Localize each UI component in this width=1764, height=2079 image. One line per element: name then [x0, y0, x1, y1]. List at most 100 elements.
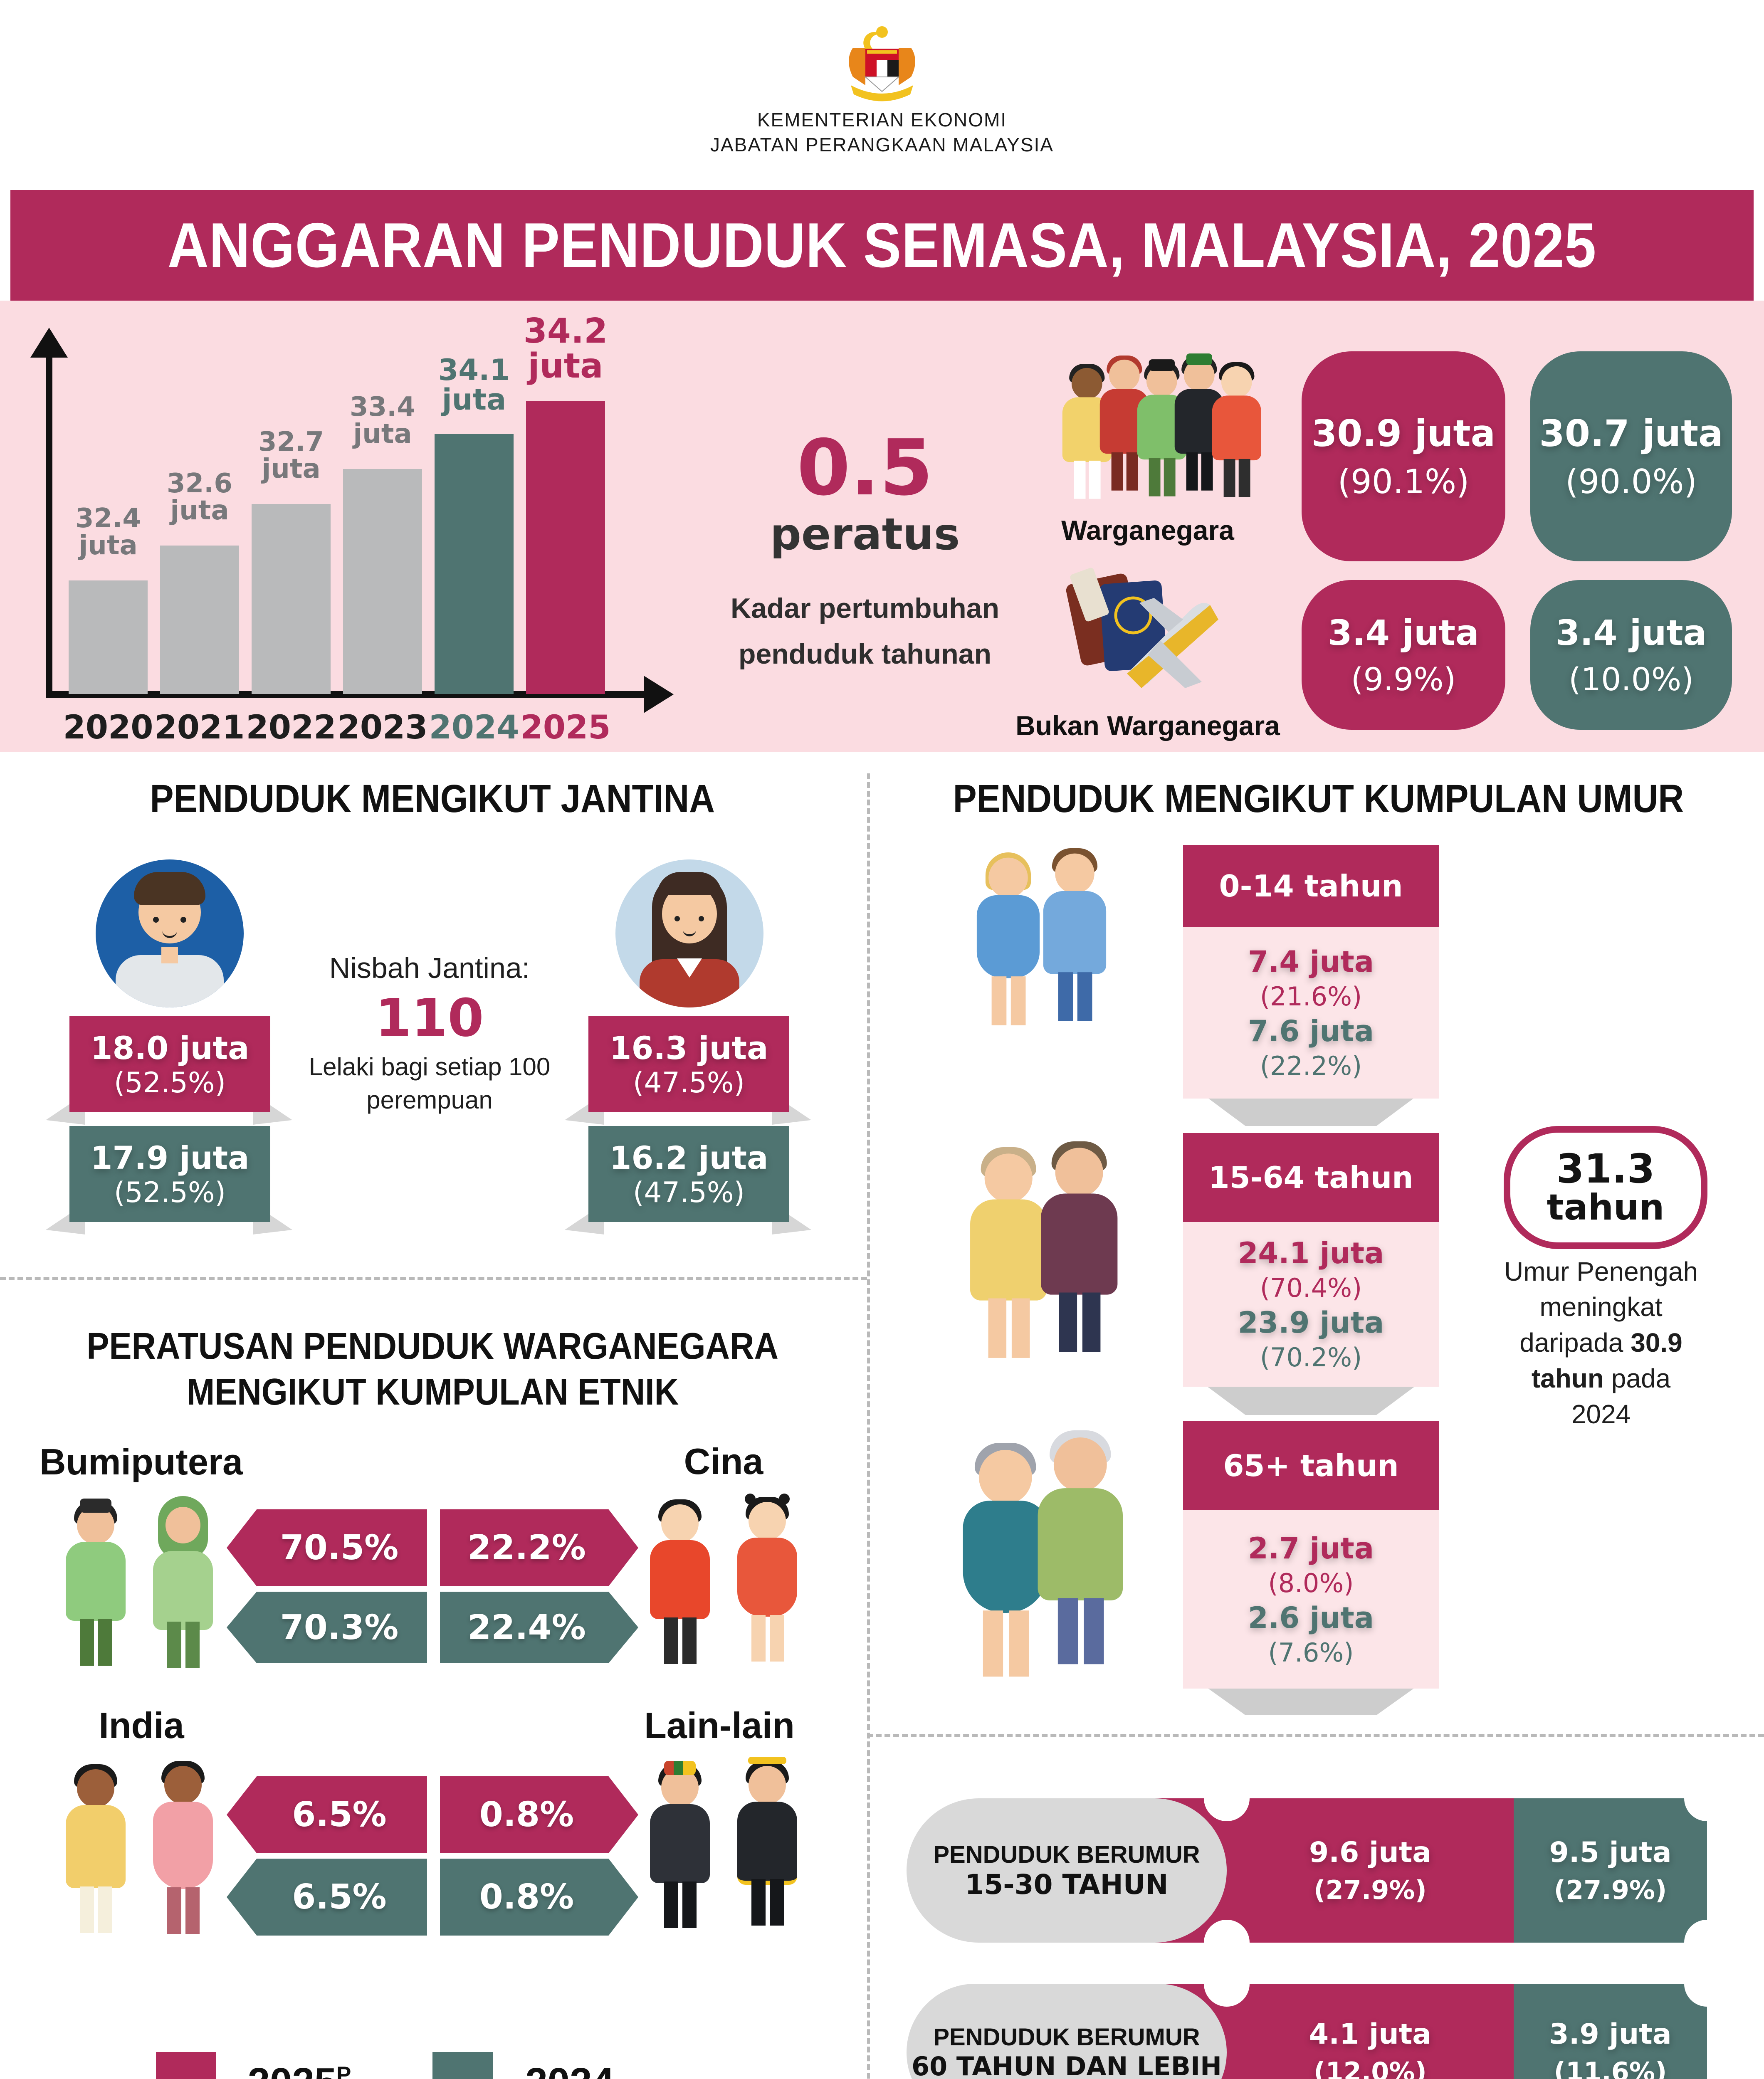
ratio-value: 110 — [375, 988, 484, 1048]
ticket2-2024-pct: (11.6%) — [1554, 2057, 1667, 2079]
female-2024-pct: (47.5%) — [632, 1176, 745, 1209]
ethnic-title-2: MENGIKUT KUMPULAN ETNIK — [186, 1371, 679, 1413]
noncitizen-2024-value: 3.4 juta — [1555, 612, 1707, 653]
male-2025-box: 18.0 juta (52.5%) — [69, 1016, 270, 1112]
year-2021: 2021 — [154, 709, 245, 746]
ticket1-label-capsule: PENDUDUK BERUMUR 15-30 TAHUN — [907, 1798, 1227, 1943]
legend-2024-swatch — [432, 2052, 493, 2079]
growth-caption-1: Kadar pertumbuhan — [730, 592, 1000, 624]
noncitizen-2025-box: 3.4 juta (9.9%) — [1302, 580, 1505, 730]
ticket1-label-1: PENDUDUK BERUMUR — [933, 1841, 1200, 1868]
median-age-unit: tahun — [1547, 1187, 1665, 1229]
ethnic-title-1: PERATUSAN PENDUDUK WARGANEGARA — [86, 1325, 778, 1367]
cina-2025-arrow: 22.2% — [440, 1509, 638, 1586]
india-2024-pct: 6.5% — [292, 1877, 387, 1917]
female-2024-value: 16.2 juta — [609, 1139, 768, 1176]
gender-section-title: PENDUDUK MENGIKUT JANTINA — [150, 776, 715, 821]
citizen-2025-pct: (90.1%) — [1337, 462, 1470, 501]
age-0-14-2024-pct: (22.2%) — [1260, 1051, 1362, 1081]
bar-label-2025: 34.2 juta — [523, 311, 608, 386]
lainlain-2025-pct: 0.8% — [479, 1795, 574, 1835]
ratio-label: Nisbah Jantina: — [329, 952, 530, 984]
ticket2-2024-value: 3.9 juta — [1549, 2018, 1672, 2051]
india-figures-icon — [58, 1761, 225, 1940]
age-65-body: 2.7 juta (8.0%) 2.6 juta (7.6%) — [1183, 1510, 1439, 1689]
citizen-2025-box: 30.9 juta (90.1%) — [1302, 351, 1505, 561]
legend-2025-label: 2025P — [248, 2060, 351, 2079]
ticket1-2024-value: 9.5 juta — [1549, 1836, 1672, 1869]
citizen-2024-pct: (90.0%) — [1565, 462, 1697, 501]
ratio-caption-1: Lelaki bagi setiap 100 — [309, 1052, 551, 1081]
bar-label-2024: 34.1 juta — [438, 353, 510, 417]
median-age-note: Umur Penengah meningkat daripada 30.9 tahun… — [1504, 1256, 1698, 1429]
bar-2023 — [343, 469, 422, 694]
india-2024-arrow: 6.5% — [227, 1859, 427, 1936]
noncitizen-2024-pct: (10.0%) — [1569, 660, 1694, 698]
bumiputera-2024-arrow: 70.3% — [227, 1592, 427, 1663]
ticket2-2025-value: 4.1 juta — [1309, 2018, 1432, 2051]
cina-2024-arrow: 22.4% — [440, 1592, 638, 1663]
age-0-14-2024-value: 7.6 juta — [1248, 1014, 1374, 1048]
column-divider — [867, 773, 870, 2079]
citizen-label: Warganegara — [1061, 515, 1234, 546]
lainlain-2024-arrow: 0.8% — [440, 1859, 638, 1936]
female-2024-box: 16.2 juta (47.5%) — [588, 1126, 789, 1222]
female-2025-value: 16.3 juta — [609, 1029, 768, 1067]
age-0-14-notch — [1202, 1094, 1420, 1126]
citizens-people-icon — [1056, 353, 1261, 518]
citizen-2025-value: 30.9 juta — [1311, 412, 1496, 455]
passport-plane-icon — [1065, 565, 1239, 707]
title-banner: ANGGARAN PENDUDUK SEMASA, MALAYSIA, 2025 — [10, 190, 1754, 301]
page-title: ANGGARAN PENDUDUK SEMASA, MALAYSIA, 2025 — [167, 210, 1597, 281]
age-15-64-2024-value: 23.9 juta — [1238, 1306, 1384, 1340]
bar-label-2022: 32.7 juta — [258, 427, 324, 485]
female-2025-pct: (47.5%) — [632, 1066, 745, 1099]
citizen-2024-box: 30.7 juta (90.0%) — [1530, 351, 1732, 561]
bar-label-2023: 33.4 juta — [350, 392, 415, 450]
bumiputera-figures-icon — [58, 1496, 225, 1672]
ticket2-2024-band: 3.9 juta (11.6%) — [1514, 1984, 1707, 2079]
lainlain-2024-pct: 0.8% — [479, 1877, 574, 1917]
age-section-title: PENDUDUK MENGIKUT KUMPULAN UMUR — [953, 776, 1684, 821]
lainlain-2025-arrow: 0.8% — [440, 1776, 638, 1853]
noncitizen-label: Bukan Warganegara — [1015, 710, 1280, 741]
ticket1-label-2: 15-30 TAHUN — [965, 1868, 1169, 1901]
year-2024: 2024 — [429, 709, 519, 746]
age-65-2024-value: 2.6 juta — [1248, 1600, 1374, 1635]
bumiputera-2024-pct: 70.3% — [280, 1607, 399, 1647]
cina-figures-icon — [642, 1494, 809, 1672]
age-65-2025-value: 2.7 juta — [1248, 1531, 1374, 1565]
ethnic-cina-label: Cina — [684, 1441, 763, 1482]
age-15-64-2025-pct: (70.4%) — [1260, 1273, 1362, 1303]
noncitizen-2025-value: 3.4 juta — [1328, 612, 1479, 653]
year-2020: 2020 — [63, 709, 153, 746]
india-2025-pct: 6.5% — [292, 1795, 387, 1835]
bar-2024 — [435, 434, 514, 694]
ministry-line2: JABATAN PERANGKAAN MALAYSIA — [710, 134, 1054, 156]
male-2025-value: 18.0 juta — [90, 1029, 250, 1067]
age-0-14-2025-value: 7.4 juta — [1248, 945, 1374, 979]
age-65-header: 65+ tahun — [1183, 1421, 1439, 1510]
ticket1-2024-band: 9.5 juta (27.9%) — [1514, 1798, 1707, 1943]
age-15-64-2024-pct: (70.2%) — [1260, 1342, 1362, 1373]
ticket2-2025-pct: (12.0%) — [1314, 2057, 1427, 2079]
age-65-2024-pct: (7.6%) — [1268, 1637, 1354, 1668]
noncitizen-2025-pct: (9.9%) — [1351, 660, 1456, 698]
ethnic-bumiputera-label: Bumiputera — [40, 1441, 243, 1482]
cina-2024-pct: 22.4% — [467, 1607, 586, 1647]
india-2025-arrow: 6.5% — [227, 1776, 427, 1853]
left-divider — [0, 1277, 867, 1280]
lainlain-figures-icon — [642, 1757, 809, 1940]
age-15-64-2025-value: 24.1 juta — [1238, 1236, 1384, 1270]
age-65-notch — [1202, 1684, 1420, 1715]
children-icon — [969, 848, 1107, 1048]
cina-2025-pct: 22.2% — [467, 1528, 586, 1568]
bar-label-2021: 32.6 juta — [167, 468, 232, 526]
right-divider — [867, 1734, 1764, 1737]
ticket1-2025-value: 9.6 juta — [1309, 1836, 1432, 1869]
male-avatar — [96, 859, 244, 1007]
year-2025: 2025 — [520, 709, 611, 746]
year-2022: 2022 — [246, 709, 336, 746]
age-0-14-header: 0-14 tahun — [1183, 845, 1439, 927]
elderly-icon — [952, 1430, 1123, 1696]
